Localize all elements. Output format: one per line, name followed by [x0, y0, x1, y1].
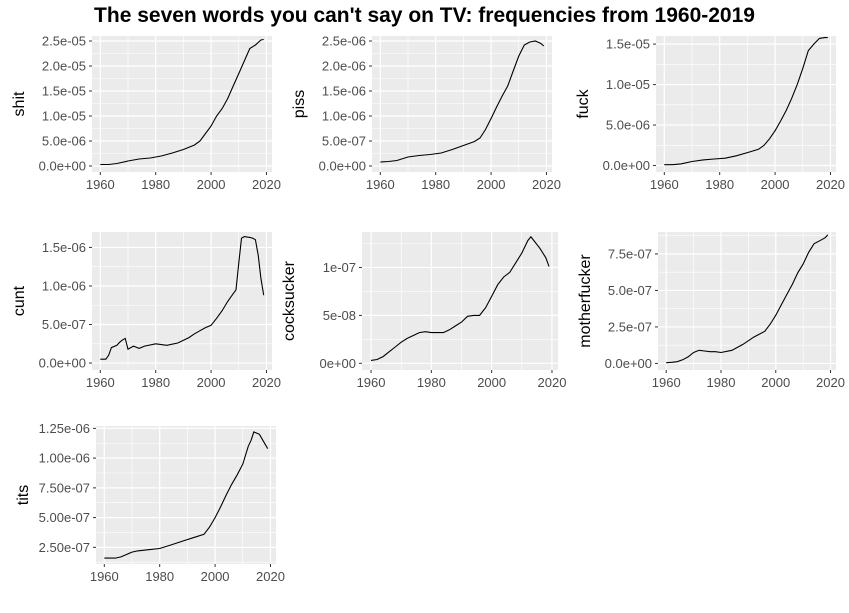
x-tick-label: 2020: [816, 177, 845, 192]
panel-motherfucker: 1960 1980 2000 2020 0.0e+00 2.5e-07 5.0e-07 7.5…: [577, 232, 845, 390]
y-axis-label: cocksucker: [281, 260, 298, 341]
y-axis-label: motherfucker: [577, 254, 594, 348]
y-tick-label: 1.5e-05: [42, 84, 86, 99]
y-tick-label: 5.00e-07: [39, 510, 90, 525]
y-axis-label: fuck: [575, 88, 592, 118]
y-tick-label: 5.0e-07: [322, 134, 366, 149]
x-tick-label: 1980: [145, 569, 174, 584]
y-tick-label: 2.5e-07: [608, 319, 652, 334]
y-tick-label: 5e-08: [323, 308, 356, 323]
x-tick-label: 2000: [197, 177, 226, 192]
y-tick-label: 5.0e-07: [608, 283, 652, 298]
x-tick-label: 2020: [252, 177, 281, 192]
x-tick-label: 2020: [816, 375, 845, 390]
panel-fuck: 1960 1980 2000 2020 0.0e+00 5.0e-06 1.0e-05 1.5…: [575, 36, 845, 192]
y-axis-label: piss: [291, 90, 308, 118]
y-tick-label: 5.0e-07: [42, 317, 86, 332]
x-tick-label: 2000: [761, 177, 790, 192]
y-tick-label: 1e-07: [323, 260, 356, 275]
series-line-piss: [380, 40, 545, 163]
series-line-shit: [100, 38, 264, 166]
y-tick-label: 0.0e+00: [605, 356, 652, 371]
y-tick-label: 1.0e-06: [322, 109, 366, 124]
x-tick-label: 2020: [252, 375, 281, 390]
series-line-fuck: [664, 37, 828, 166]
series-line-motherfucker: [666, 234, 829, 364]
x-tick-label: 2000: [201, 569, 230, 584]
series-line-cocksucker: [370, 235, 550, 361]
y-tick-label: 0.0e+00: [39, 159, 86, 174]
y-tick-label: 5.0e-06: [606, 118, 650, 133]
y-axis-label: shit: [11, 91, 28, 116]
x-tick-label: 1960: [652, 375, 681, 390]
x-tick-label: 1960: [357, 375, 386, 390]
panel-cunt: 1960 1980 2000 2020 0.0e+00 5.0e-07 1.0e-06 1.5…: [11, 232, 281, 390]
y-tick-label: 1.0e-06: [42, 278, 86, 293]
x-tick-label: 1980: [141, 375, 170, 390]
y-tick-label: 0.0e+00: [603, 158, 650, 173]
x-tick-label: 1980: [421, 177, 450, 192]
panel-background: [92, 36, 272, 172]
x-tick-label: 1960: [90, 569, 119, 584]
panel-background: [658, 232, 836, 370]
y-tick-label: 7.50e-07: [39, 480, 90, 495]
panel-shit: 1960 1980 2000 2020 0.0e+00 5.0e-06 1.0e-05 1.5…: [11, 34, 281, 193]
x-tick-label: 2000: [197, 375, 226, 390]
x-tick-label: 1960: [86, 375, 115, 390]
y-tick-label: 5.0e-06: [42, 134, 86, 149]
chart-title: The seven words you can't say on TV: fre…: [94, 4, 755, 27]
panel-background: [372, 36, 552, 172]
x-tick-label: 1980: [705, 177, 734, 192]
panel-background: [96, 426, 276, 564]
y-tick-label: 7.5e-07: [608, 246, 652, 261]
series-line-cunt: [100, 236, 265, 360]
y-tick-label: 1.00e-06: [39, 451, 90, 466]
x-tick-label: 1980: [141, 177, 170, 192]
x-tick-label: 1980: [707, 375, 736, 390]
y-tick-label: 2.0e-05: [42, 59, 86, 74]
y-axis-label: tits: [15, 485, 32, 505]
y-tick-label: 1.5e-06: [322, 84, 366, 99]
x-tick-label: 2000: [761, 375, 790, 390]
x-tick-label: 2000: [477, 375, 506, 390]
series-line-tits: [104, 431, 269, 559]
y-tick-label: 2.5e-06: [322, 34, 366, 49]
y-tick-label: 2.50e-07: [39, 540, 90, 555]
y-tick-label: 1.25e-06: [39, 421, 90, 436]
x-tick-label: 2020: [532, 177, 561, 192]
y-tick-label: 1.0e-05: [606, 77, 650, 92]
y-axis-label: cunt: [11, 285, 28, 316]
y-tick-label: 2.5e-05: [42, 34, 86, 49]
panel-cocksucker: 1960 1980 2000 2020 0e+00 5e-08 1e-07 cocksucke…: [281, 232, 566, 390]
panel-tits: 1960 1980 2000 2020 2.50e-07 5.00e-07 7.50e-07…: [15, 421, 285, 584]
x-tick-label: 2020: [538, 375, 567, 390]
y-tick-label: 0.0e+00: [39, 356, 86, 371]
y-tick-label: 0.0e+00: [319, 159, 366, 174]
panel-piss: 1960 1980 2000 2020 0.0e+00 5.0e-07 1.0e-06 1.5…: [291, 34, 561, 193]
x-tick-label: 2000: [477, 177, 506, 192]
y-tick-label: 1.0e-05: [42, 109, 86, 124]
x-tick-label: 1980: [417, 375, 446, 390]
x-tick-label: 1960: [366, 177, 395, 192]
y-tick-label: 1.5e-06: [42, 240, 86, 255]
x-tick-label: 2020: [256, 569, 285, 584]
y-tick-label: 0e+00: [319, 356, 356, 371]
y-tick-label: 1.5e-05: [606, 37, 650, 52]
panel-background: [656, 36, 836, 172]
x-tick-label: 1960: [86, 177, 115, 192]
y-tick-label: 2.0e-06: [322, 59, 366, 74]
panel-background: [92, 232, 272, 370]
x-tick-label: 1960: [650, 177, 679, 192]
